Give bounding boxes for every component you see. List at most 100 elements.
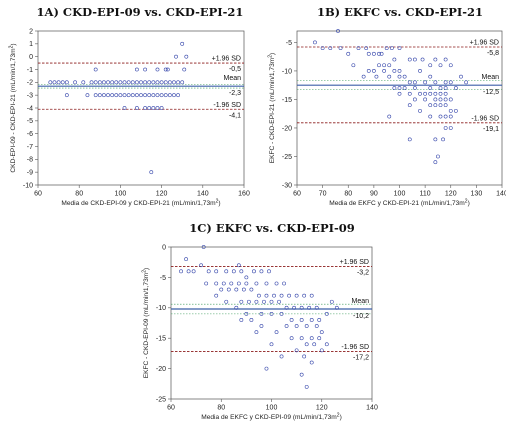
data-point — [309, 293, 314, 298]
data-point — [438, 114, 443, 119]
y-tick-label: -10 — [156, 305, 166, 312]
data-point — [329, 299, 334, 304]
data-point — [279, 293, 284, 298]
data-point — [179, 269, 183, 274]
data-point — [147, 106, 152, 110]
lower-loa-value: -17,2 — [353, 355, 369, 362]
data-point — [214, 293, 219, 298]
x-tick-label: 140 — [496, 191, 506, 198]
data-point — [122, 80, 127, 85]
data-point — [443, 126, 448, 130]
data-point — [264, 366, 269, 371]
mean-name: Mean — [481, 74, 499, 81]
data-point — [304, 384, 309, 389]
data-point — [374, 74, 379, 79]
data-point — [294, 324, 299, 328]
y-tick-label: -15 — [156, 336, 166, 343]
data-point — [387, 63, 392, 68]
data-point — [392, 86, 397, 90]
data-point — [377, 51, 381, 56]
data-point — [269, 311, 274, 316]
data-point — [346, 51, 351, 56]
data-point — [443, 80, 448, 85]
data-point — [236, 263, 241, 268]
data-point — [443, 86, 448, 90]
data-point — [371, 69, 376, 73]
data-point — [56, 80, 61, 85]
data-point — [269, 342, 274, 347]
data-point — [412, 86, 417, 90]
upper-loa-value: -0,5 — [229, 66, 241, 73]
data-point — [448, 114, 453, 119]
x-tick-label: 60 — [293, 191, 301, 198]
x-tick-label: 70 — [319, 191, 327, 198]
data-point — [304, 342, 309, 347]
data-point — [81, 80, 86, 85]
data-point — [199, 263, 204, 268]
data-point — [221, 281, 226, 286]
data-point — [282, 281, 286, 286]
data-point — [93, 93, 98, 98]
data-point — [239, 318, 244, 322]
data-point — [438, 63, 443, 68]
data-point — [317, 336, 322, 341]
mean-value: -12,5 — [483, 89, 499, 96]
data-point — [254, 299, 259, 304]
data-point — [397, 91, 402, 96]
data-point — [407, 137, 412, 142]
data-point — [249, 318, 254, 322]
data-point — [114, 80, 119, 85]
y-tick-label: -7 — [27, 144, 33, 151]
lower-loa-value: -4,1 — [229, 112, 241, 119]
data-point — [366, 69, 371, 73]
data-point — [294, 348, 299, 353]
data-point — [204, 281, 209, 286]
x-axis-label: Media de EKFC y CKD-EPI-21 (mL/min/1,73m… — [329, 199, 470, 208]
x-tick-label: 80 — [217, 405, 225, 412]
y-tick-label: -8 — [27, 157, 33, 164]
data-point — [412, 97, 417, 102]
chart-title: 1B) EKFC vs. CKD-EPI-21 — [317, 5, 483, 19]
data-point — [433, 137, 438, 142]
data-point — [299, 318, 304, 322]
x-tick-label: 140 — [366, 405, 378, 412]
data-point — [448, 126, 453, 130]
data-point — [302, 293, 307, 298]
data-point — [423, 80, 428, 85]
data-point — [443, 103, 448, 108]
data-point — [443, 57, 448, 62]
data-point — [134, 106, 139, 110]
upper-loa-name: +1.96 SD — [340, 259, 369, 266]
mean-name: Mean — [351, 298, 369, 305]
upper-loa-name: +1.96 SD — [470, 39, 499, 46]
x-axis-label: Media de EKFC y CKD-EPI-09 (mL/min/1,73m… — [201, 413, 342, 422]
data-point — [134, 93, 139, 98]
y-tick-label: 1 — [29, 41, 33, 48]
data-point — [176, 80, 180, 85]
x-axis-label: Media de CKD-EPI-09 y CKD-EPI-21 (mL/min… — [61, 199, 220, 208]
y-tick-label: 0 — [162, 244, 166, 251]
x-tick-label: 90 — [370, 191, 378, 198]
data-point — [397, 74, 402, 79]
data-point — [418, 108, 422, 113]
data-point — [361, 74, 366, 79]
data-point — [234, 287, 239, 292]
data-point — [206, 269, 211, 274]
data-point — [236, 281, 241, 286]
mean-value: -2,3 — [229, 90, 241, 97]
data-point — [407, 80, 412, 85]
data-point — [214, 281, 219, 286]
data-point — [438, 103, 443, 108]
data-point — [443, 91, 448, 96]
data-point — [159, 93, 164, 98]
x-tick-label: 120 — [316, 405, 328, 412]
data-point — [134, 80, 139, 85]
data-point — [338, 46, 343, 51]
data-point — [262, 299, 266, 304]
data-point — [155, 67, 160, 72]
data-point — [319, 330, 324, 335]
data-point — [259, 324, 264, 328]
data-point — [277, 299, 281, 304]
data-point — [307, 305, 312, 310]
data-point — [407, 103, 412, 108]
